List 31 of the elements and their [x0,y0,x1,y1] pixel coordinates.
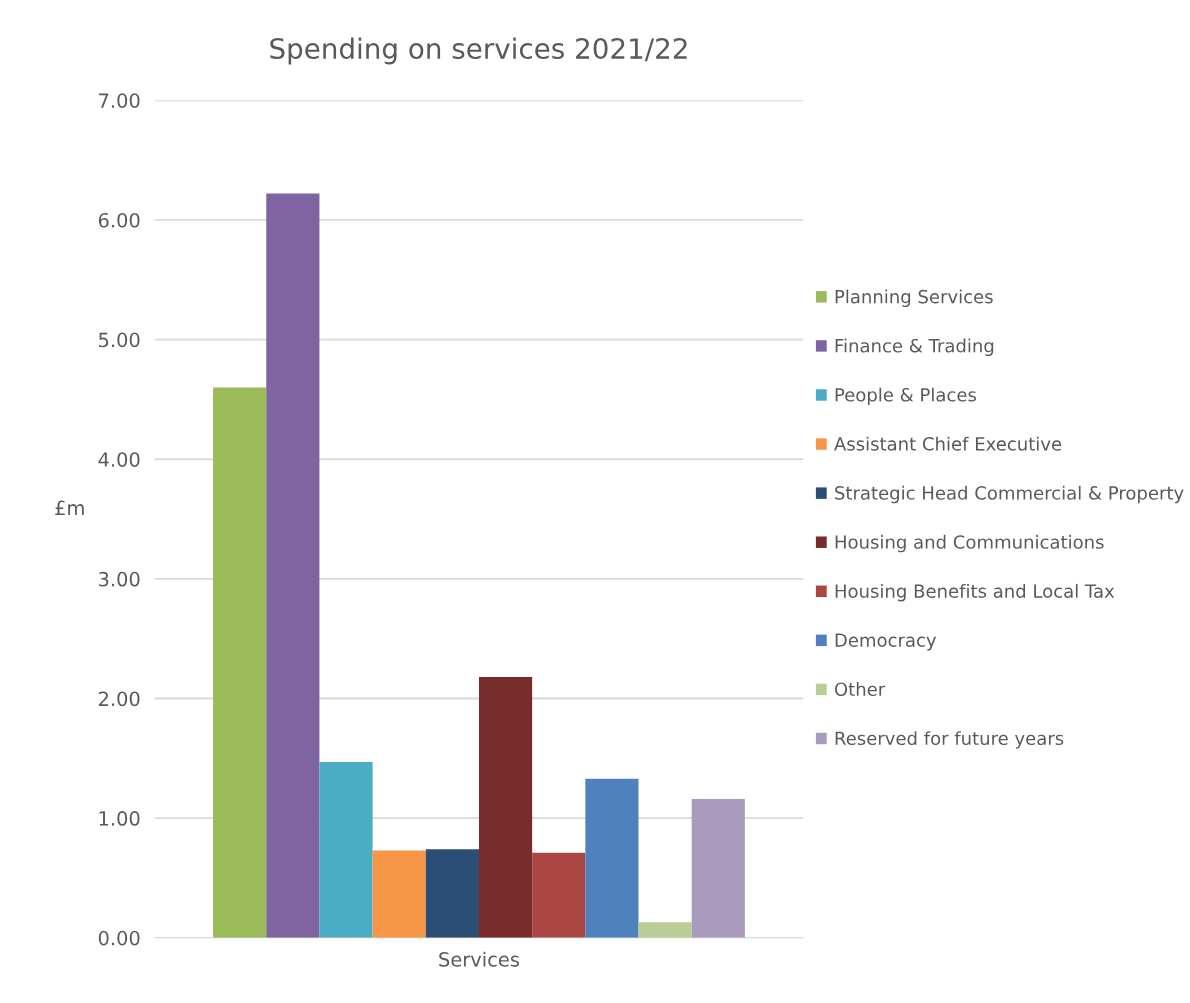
legend-label: Democracy [835,633,937,651]
y-tick-label: 4.00 [98,452,140,467]
legend-label: People & Places [835,387,977,406]
y-axis-title: £m [55,500,84,516]
legend-label: Reserved for future years [835,731,1064,749]
y-tick-label: 2.00 [98,691,140,707]
y-tick-label: 5.00 [99,332,140,348]
y-tick-label: 3.00 [99,571,140,587]
bar [372,850,426,938]
legend-label: Strategic Head Commercial & Property [835,485,1184,504]
bar [213,387,267,938]
y-tick-label: 1.00 [99,811,140,826]
legend-label: Finance & Trading [835,338,994,357]
legend-label: Planning Services [835,289,993,307]
bar [478,676,533,938]
y-tick-label: 0.00 [98,930,140,946]
bar [532,852,586,938]
chart-title: Spending on services 2021/22 [270,37,687,65]
legend-label: Other [834,682,886,697]
bar [585,778,639,938]
legend-label: Housing and Communications [835,534,1104,553]
bar [425,849,479,938]
bar [638,922,692,938]
x-tick-label: Services [439,951,520,967]
legend-label: Housing Benefits and Local Tax [835,583,1115,602]
bar [319,761,373,938]
bar [266,193,320,938]
y-tick-label: 7.00 [99,93,140,108]
legend-label: Assistant Chief Executive [834,436,1062,451]
bar [691,799,745,938]
y-tick-label: 6.00 [98,212,140,228]
